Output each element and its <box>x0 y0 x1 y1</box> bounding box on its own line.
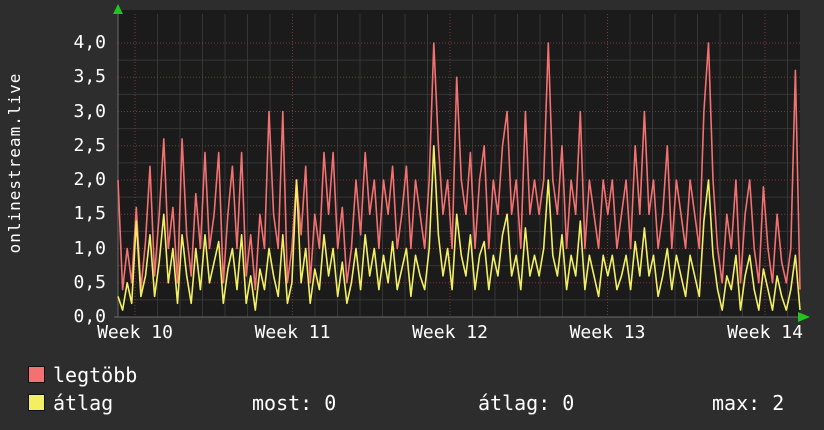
y-tick-label: 3,0 <box>73 100 106 122</box>
legend-label-legtobb: legtöbb <box>53 363 138 387</box>
y-tick-label: 1,0 <box>73 237 106 259</box>
legend-swatch-legtobb <box>28 366 45 383</box>
y-tick-label: 3,5 <box>73 66 106 88</box>
y-tick-label: 0,0 <box>73 306 106 327</box>
series-line-1 <box>117 145 801 311</box>
x-tick-label: Week 12 <box>412 322 488 343</box>
legend-label-atlag: átlag <box>53 391 114 415</box>
x-tick-label: Week 14 <box>727 322 803 343</box>
y-tick-label: 4,0 <box>73 32 106 53</box>
y-tick-label: 1,5 <box>73 203 106 225</box>
stat-atlag: átlag: 0 <box>478 391 575 415</box>
y-axis-arrow-icon <box>113 4 123 14</box>
stat-most: most: 0 <box>252 391 337 415</box>
x-tick-label: Week 10 <box>97 322 173 343</box>
stat-max: max: 2 <box>712 391 785 415</box>
y-tick-label: 2,5 <box>73 134 106 156</box>
y-tick-label: 2,0 <box>73 169 106 190</box>
x-axis-arrow-icon <box>798 312 810 322</box>
series-line-0 <box>117 42 801 291</box>
legend-swatch-atlag <box>28 394 45 411</box>
x-tick-label: Week 11 <box>254 322 331 343</box>
x-tick-label: Week 13 <box>569 322 646 343</box>
y-tick-label: 0,5 <box>73 271 106 293</box>
